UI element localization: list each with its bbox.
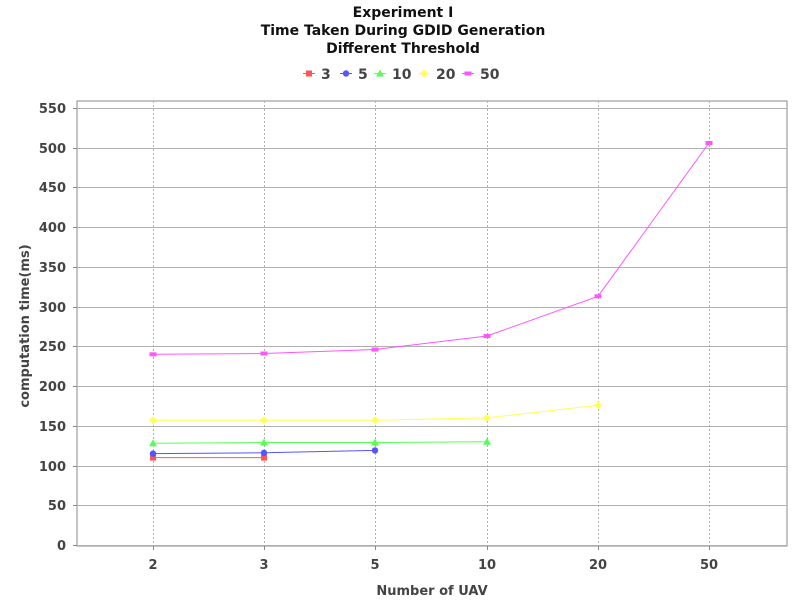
legend-marker bbox=[306, 70, 312, 77]
legend-marker bbox=[342, 70, 350, 77]
data-point bbox=[483, 413, 491, 422]
data-point bbox=[371, 347, 379, 352]
legend-marker bbox=[420, 69, 428, 78]
legend-item-20: 20 bbox=[418, 67, 456, 83]
legend: 3 5 10 20 50 bbox=[303, 67, 500, 83]
data-point bbox=[260, 438, 268, 446]
data-point bbox=[149, 439, 157, 447]
data-point bbox=[371, 447, 379, 454]
series-line-10 bbox=[152, 441, 488, 444]
series-20 bbox=[149, 401, 602, 425]
data-point bbox=[371, 416, 379, 425]
plot-area bbox=[76, 100, 788, 547]
data-point bbox=[371, 438, 379, 446]
data-point bbox=[483, 437, 491, 445]
x-tick-label: 10 bbox=[478, 558, 496, 573]
grid bbox=[77, 101, 787, 546]
series-line-50 bbox=[152, 142, 710, 355]
x-tick-label: 2 bbox=[148, 558, 157, 573]
chart-title-line-3: Different Threshold bbox=[326, 41, 480, 57]
y-tick-label: 350 bbox=[39, 261, 66, 276]
series-5 bbox=[149, 447, 379, 457]
data-point bbox=[705, 140, 713, 145]
y-tick-label: 0 bbox=[57, 539, 66, 554]
series-50 bbox=[149, 140, 713, 357]
y-axis-title: computation time(ms) bbox=[18, 244, 33, 407]
data-point bbox=[594, 401, 602, 410]
chart-title: Experiment I Time Taken During GDID Gene… bbox=[261, 5, 546, 57]
data-point bbox=[483, 334, 491, 339]
series bbox=[149, 140, 713, 461]
y-tick-label: 500 bbox=[39, 142, 66, 157]
y-tick-label: 400 bbox=[39, 221, 66, 236]
data-point bbox=[149, 352, 157, 357]
y-tick-label: 100 bbox=[39, 460, 66, 475]
data-point bbox=[150, 454, 156, 461]
legend-marker bbox=[464, 71, 472, 76]
y-tick-label: 300 bbox=[39, 301, 66, 316]
legend-label: 3 bbox=[321, 67, 331, 83]
legend-item-10: 10 bbox=[374, 67, 412, 83]
y-tick-label: 550 bbox=[39, 102, 66, 117]
legend-item-50: 50 bbox=[462, 67, 500, 83]
y-tick-label: 50 bbox=[48, 499, 66, 514]
axes: 0 50 100 150 200 250 300 350 400 450 500 550 2 3 5 10 20… bbox=[39, 102, 718, 573]
x-axis-title: Number of UAV bbox=[376, 584, 487, 599]
data-point bbox=[260, 449, 268, 457]
y-tick-label: 150 bbox=[39, 420, 66, 435]
legend-item-3: 3 bbox=[303, 67, 331, 83]
chart-title-line-1: Experiment I bbox=[353, 5, 454, 21]
data-point bbox=[149, 416, 157, 425]
y-tick-label: 250 bbox=[39, 340, 66, 355]
x-tick-label: 50 bbox=[700, 558, 718, 573]
x-tick-label: 5 bbox=[370, 558, 379, 573]
data-point bbox=[149, 450, 157, 457]
x-tick-label: 3 bbox=[259, 558, 268, 573]
legend-label: 20 bbox=[436, 67, 456, 83]
data-point bbox=[594, 294, 602, 299]
data-point bbox=[260, 416, 268, 425]
legend-label: 50 bbox=[480, 67, 500, 83]
x-tick-label: 20 bbox=[589, 558, 607, 573]
legend-item-5: 5 bbox=[340, 67, 368, 83]
legend-label: 10 bbox=[392, 67, 412, 83]
chart-title-line-2: Time Taken During GDID Generation bbox=[261, 23, 546, 39]
legend-marker bbox=[376, 69, 384, 77]
data-point bbox=[261, 454, 267, 461]
y-tick-label: 200 bbox=[39, 380, 66, 395]
series-3 bbox=[150, 454, 267, 461]
y-tick-label: 450 bbox=[39, 181, 66, 196]
series-10 bbox=[149, 437, 491, 447]
data-point bbox=[260, 351, 268, 356]
legend-label: 5 bbox=[358, 67, 368, 83]
